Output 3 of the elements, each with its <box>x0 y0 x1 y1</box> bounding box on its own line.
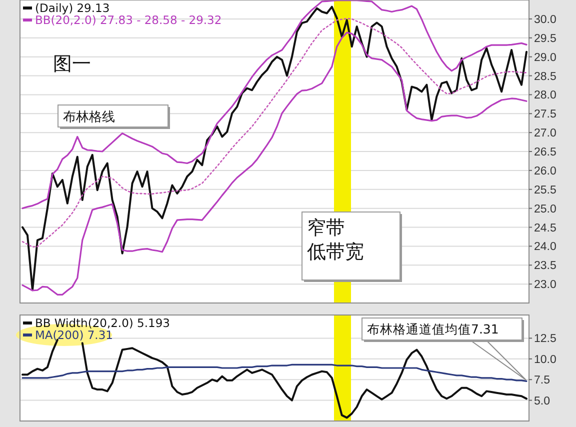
annotation: 窄带 <box>307 217 345 239</box>
annotation: 布林格通道值均值7.31 <box>367 322 499 336</box>
annotation: 布林格线 <box>63 110 115 125</box>
